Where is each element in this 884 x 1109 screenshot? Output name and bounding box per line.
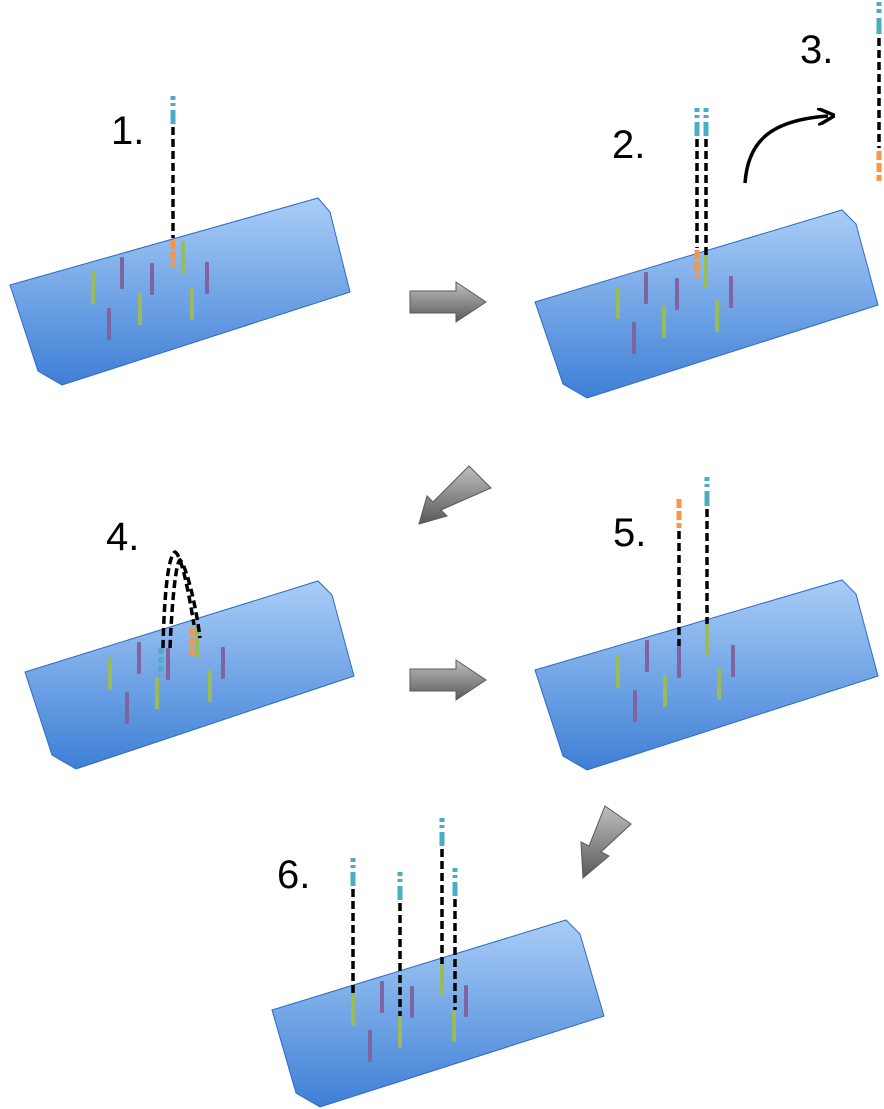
panel-6: 6.	[271, 818, 605, 1108]
panel-2: 2.	[534, 108, 879, 399]
panel-3: 3.	[800, 2, 882, 181]
surface-primers	[351, 964, 468, 1062]
surface-primers	[616, 255, 733, 354]
step-label-2: 2.	[612, 123, 645, 167]
flow-arrow-right	[409, 281, 487, 323]
surface-primers	[91, 241, 209, 340]
step-label-4: 4.	[106, 515, 139, 559]
step-label-1: 1.	[111, 109, 144, 153]
curved-arrow	[743, 116, 828, 184]
flow-arrow-down-left	[580, 805, 632, 880]
flow-arrow-down-left	[418, 465, 492, 525]
flow-cell-slide	[534, 209, 879, 399]
flow-cell-slide	[271, 919, 605, 1108]
step-label-3: 3.	[800, 28, 833, 72]
surface-primers	[108, 626, 225, 724]
flow-cell-slide	[9, 197, 351, 386]
panel-5: 5.	[534, 477, 879, 771]
flow-arrow-right	[409, 659, 487, 701]
surface-primers	[616, 624, 735, 722]
step-label-6: 6.	[277, 853, 310, 897]
bridge-strands	[158, 550, 202, 676]
step-label-5: 5.	[613, 511, 646, 555]
flow-cell-slide	[534, 579, 879, 771]
flow-cell-slide	[24, 580, 355, 770]
panel-1: 1.	[9, 96, 351, 386]
panel-4: 4.	[24, 515, 355, 770]
